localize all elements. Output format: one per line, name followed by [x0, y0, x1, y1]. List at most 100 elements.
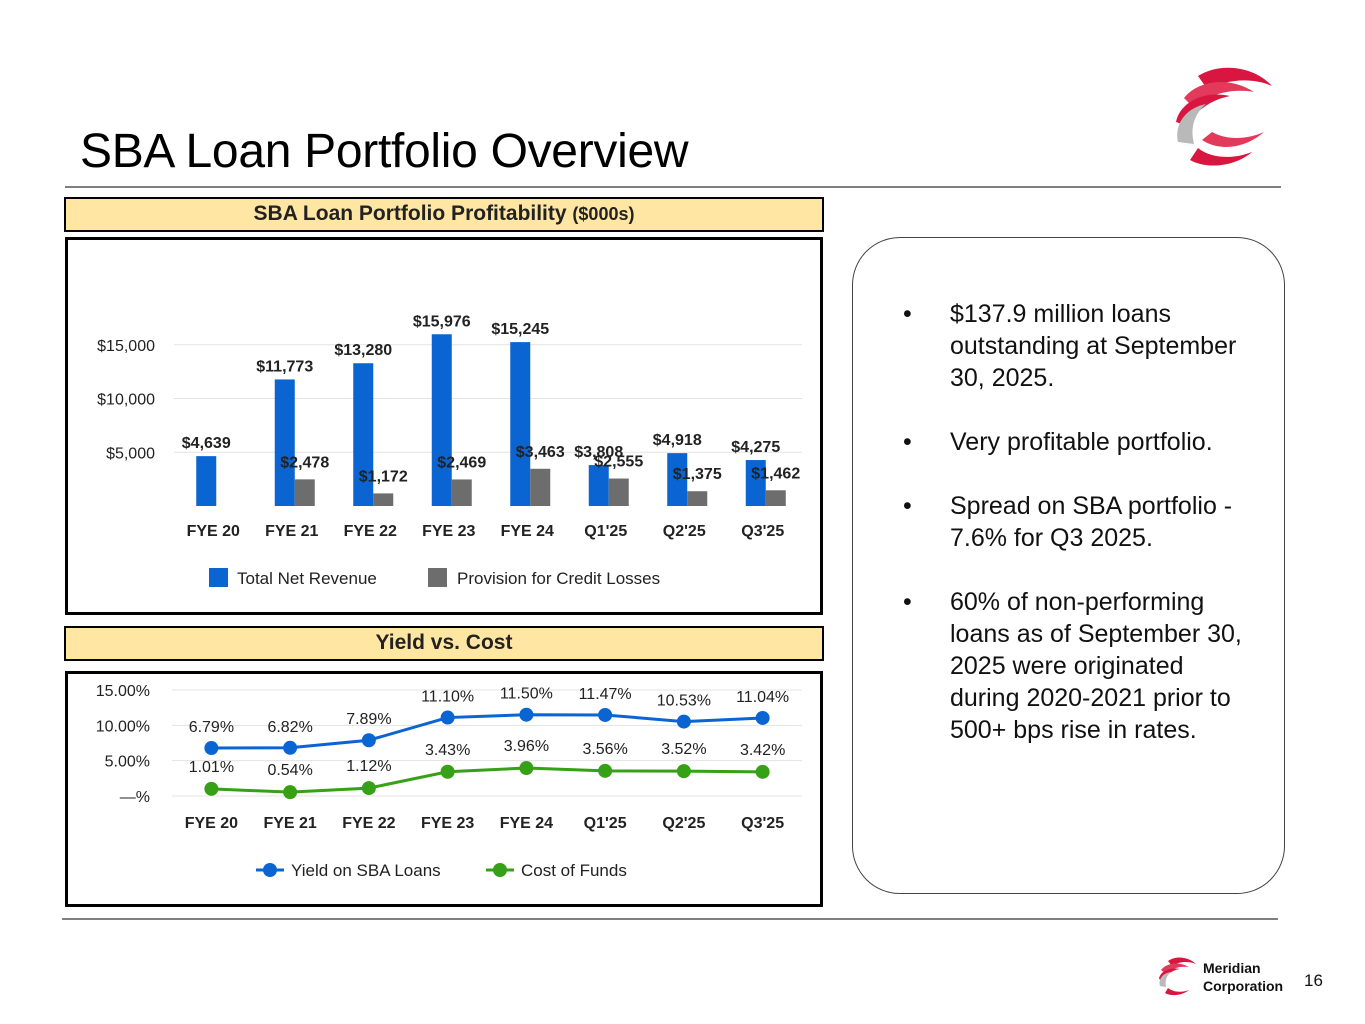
yield-line — [211, 713, 763, 750]
provision-data-label: $2,478 — [280, 454, 329, 471]
footer-company-name: Meridian Corporation — [1203, 959, 1283, 995]
cost-data-label: 1.01% — [189, 759, 234, 776]
cost-data-label: 3.52% — [661, 741, 706, 758]
cost-data-label: 0.54% — [267, 762, 312, 779]
yield-cost-banner-title: Yield vs. Cost — [375, 631, 513, 654]
legend-cost-marker — [493, 863, 507, 877]
legend-yield-marker — [263, 863, 277, 877]
x-tick-label: FYE 20 — [185, 815, 238, 832]
key-point-item: Very profitable portfolio. — [903, 426, 1244, 458]
page-number: 16 — [1304, 971, 1323, 990]
cost-data-label: 3.42% — [740, 742, 785, 759]
revenue-bar — [510, 342, 531, 506]
y-tick-label: 5.00% — [105, 754, 150, 771]
yield-cost-line-chart: —% 5.00% 10.00% 15.00% 6.79% 6.82% 7.89% 11.10%… — [96, 683, 802, 880]
cost-point — [598, 763, 613, 778]
provision-bar — [373, 493, 394, 506]
provision-bar — [294, 479, 315, 506]
x-tick-label: Q3'25 — [741, 523, 784, 540]
yield-cost-chart-box: —% 5.00% 10.00% 15.00% 6.79% 6.82% 7.89% 11.10%… — [65, 671, 823, 907]
meridian-logo-icon — [1176, 67, 1272, 166]
legend-provision-swatch — [428, 568, 447, 587]
legend-revenue-label: Total Net Revenue — [237, 569, 377, 588]
y-tick-label: 10.00% — [96, 718, 150, 735]
yield-data-label: 11.10% — [421, 689, 474, 706]
key-points-list: $137.9 million loans outstanding at Sept… — [903, 298, 1244, 746]
x-tick-label: Q3'25 — [741, 815, 784, 832]
x-tick-label: Q1'25 — [584, 815, 627, 832]
profitability-banner-title: SBA Loan Portfolio Profitability — [253, 202, 567, 225]
y-tick-label: $10,000 — [97, 392, 155, 409]
x-tick-label: FYE 24 — [500, 815, 553, 832]
cost-point — [361, 781, 376, 796]
legend-provision-label: Provision for Credit Losses — [457, 569, 660, 588]
yield-data-label: 11.47% — [579, 686, 632, 703]
cost-data-label: 3.96% — [504, 738, 549, 755]
revenue-data-label: $15,976 — [413, 313, 471, 330]
yield-data-label: 11.50% — [500, 686, 553, 703]
provision-bar — [451, 479, 472, 506]
x-tick-label: Q2'25 — [662, 815, 705, 832]
yield-data-label: 10.53% — [657, 693, 711, 710]
revenue-bar — [588, 465, 609, 506]
profitability-banner-unit: ($000s) — [572, 204, 635, 224]
footer-company-line1: Meridian — [1203, 960, 1261, 976]
cost-point — [440, 764, 455, 779]
x-tick-label: FYE 22 — [342, 815, 395, 832]
x-tick-label: FYE 22 — [344, 523, 397, 540]
revenue-data-label: $3,808 — [574, 444, 623, 461]
cost-point — [519, 761, 534, 776]
provision-bar — [608, 478, 629, 506]
cost-point — [283, 785, 298, 800]
yield-point — [204, 741, 219, 756]
provision-data-label: $1,375 — [673, 466, 722, 483]
revenue-data-label: $4,639 — [182, 435, 231, 452]
provision-data-label: $2,469 — [437, 454, 486, 471]
cost-point — [676, 764, 691, 779]
x-tick-label: FYE 24 — [501, 523, 554, 540]
legend-cost-label: Cost of Funds — [521, 861, 627, 880]
y-tick-label: —% — [120, 789, 150, 806]
yield-data-label: 7.89% — [346, 711, 391, 728]
legend-yield-label: Yield on SBA Loans — [291, 861, 441, 880]
yield-point — [755, 710, 770, 725]
cost-data-label: 1.12% — [346, 758, 391, 775]
revenue-bar — [667, 453, 688, 506]
profitability-chart-box: $5,000 $10,000 $15,000 $4,639 FYE 20 $11,773 $… — [65, 237, 823, 615]
profitability-bar-chart: $5,000 $10,000 $15,000 $4,639 FYE 20 $11,773 $… — [97, 313, 802, 588]
header-divider — [65, 186, 1281, 188]
x-tick-label: Q1'25 — [584, 523, 627, 540]
revenue-bar — [196, 456, 217, 506]
yield-data-label: 11.04% — [736, 689, 789, 706]
revenue-bar — [431, 334, 452, 506]
revenue-data-label: $4,918 — [653, 432, 702, 449]
key-points-callout: $137.9 million loans outstanding at Sept… — [852, 237, 1285, 894]
x-tick-label: FYE 23 — [421, 815, 474, 832]
provision-data-label: $3,463 — [516, 444, 565, 461]
cost-point — [204, 781, 219, 796]
cost-data-label: 3.56% — [582, 741, 627, 758]
yield-cost-banner: Yield vs. Cost — [64, 626, 824, 661]
footer-divider — [62, 918, 1278, 920]
yield-point — [361, 733, 376, 748]
revenue-data-label: $15,245 — [491, 321, 549, 338]
y-tick-label: $5,000 — [106, 445, 155, 462]
yield-point — [598, 707, 613, 722]
key-point-item: 60% of non-performing loans as of Septem… — [903, 586, 1244, 746]
x-tick-label: FYE 20 — [187, 523, 240, 540]
key-point-item: Spread on SBA portfolio - 7.6% for Q3 20… — [903, 490, 1244, 554]
revenue-data-label: $13,280 — [334, 342, 392, 359]
provision-data-label: $1,172 — [359, 468, 408, 485]
yield-point — [676, 714, 691, 729]
y-tick-label: $15,000 — [97, 338, 155, 355]
provision-bar — [765, 490, 786, 506]
revenue-data-label: $11,773 — [256, 358, 313, 375]
yield-data-label: 6.79% — [189, 719, 234, 736]
yield-point — [519, 707, 534, 722]
footer-logo-icon — [1159, 957, 1196, 996]
provision-data-label: $2,555 — [594, 454, 643, 471]
yield-point — [440, 710, 455, 725]
cost-line — [211, 766, 763, 794]
cost-data-label: 3.43% — [425, 742, 470, 759]
revenue-bar — [274, 379, 295, 506]
